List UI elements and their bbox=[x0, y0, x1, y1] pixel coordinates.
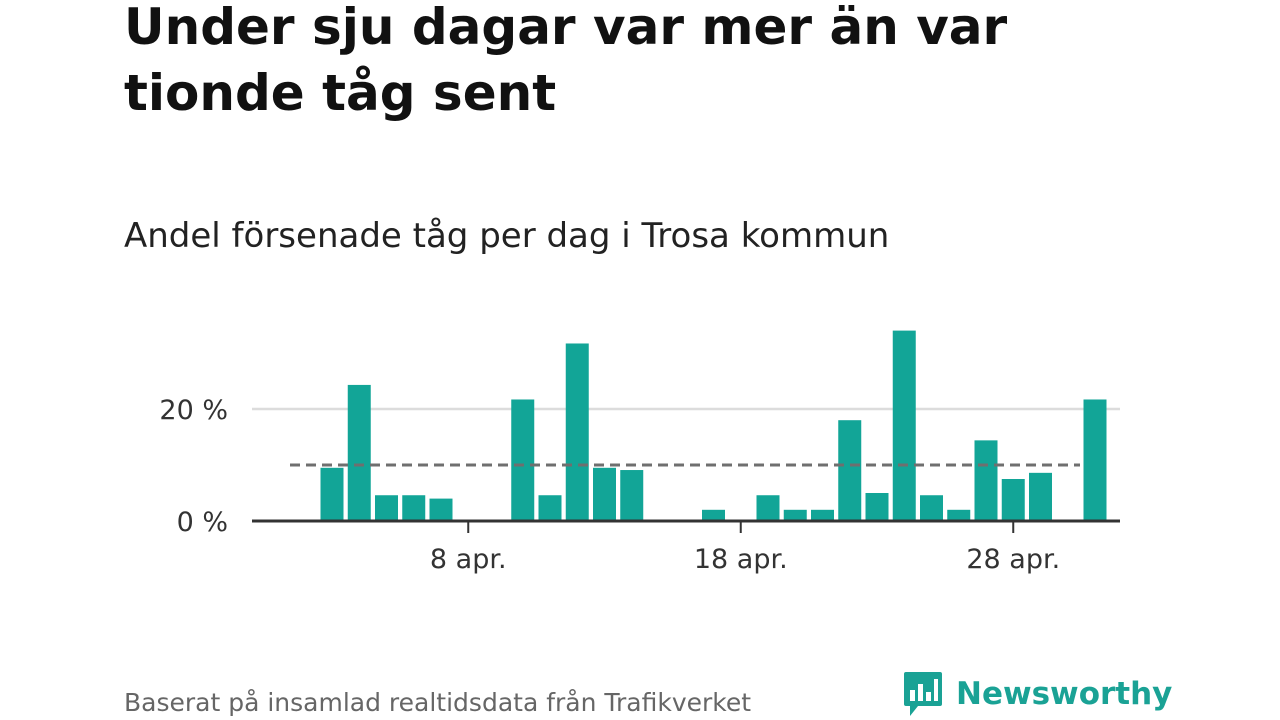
bar bbox=[865, 493, 889, 521]
bar bbox=[593, 467, 616, 521]
bar bbox=[756, 495, 780, 521]
bar bbox=[320, 467, 344, 521]
bar bbox=[892, 330, 916, 521]
bar bbox=[947, 509, 971, 521]
bar bbox=[702, 509, 725, 521]
bar bbox=[375, 495, 398, 521]
bar bbox=[811, 509, 834, 521]
bars bbox=[320, 330, 1107, 521]
x-tick-label: 8 apr. bbox=[430, 544, 507, 575]
bar bbox=[429, 498, 453, 521]
y-axis-ticks: 0 % 20 % bbox=[159, 395, 228, 538]
bar bbox=[783, 509, 807, 521]
brand-logo: Newsworthy bbox=[902, 670, 1172, 718]
brand-name: Newsworthy bbox=[956, 676, 1173, 712]
bar bbox=[620, 470, 644, 521]
bar bbox=[920, 495, 943, 521]
bar bbox=[402, 495, 426, 521]
x-tick-label: 18 apr. bbox=[694, 544, 788, 575]
bar bbox=[1083, 399, 1107, 521]
bar bbox=[538, 495, 562, 521]
bar bbox=[1029, 472, 1052, 521]
source-note: Baserat på insamlad realtidsdata från Tr… bbox=[124, 688, 752, 717]
bar bbox=[1001, 479, 1025, 521]
x-axis-ticks: 8 apr. 18 apr. 28 apr. bbox=[430, 521, 1060, 575]
bar bbox=[511, 399, 535, 521]
bar bbox=[838, 420, 862, 521]
chart-subtitle: Andel försenade tåg per dag i Trosa komm… bbox=[124, 216, 890, 256]
y-tick-label: 0 % bbox=[177, 507, 228, 538]
bar-chart-speech-bubble-icon bbox=[904, 672, 942, 716]
x-tick-label: 28 apr. bbox=[966, 544, 1060, 575]
bar bbox=[974, 440, 998, 521]
bar bbox=[565, 343, 589, 521]
chart-title: Under sju dagar var mer än var tionde tå… bbox=[124, 0, 1008, 122]
y-tick-label: 20 % bbox=[159, 395, 228, 426]
bar bbox=[347, 384, 371, 521]
